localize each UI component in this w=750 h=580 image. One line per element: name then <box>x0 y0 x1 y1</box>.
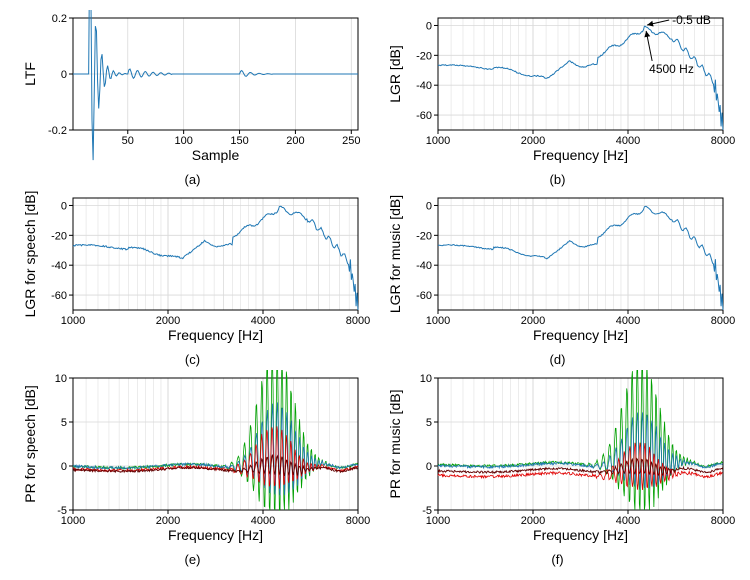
svg-text:-0.5 dB: -0.5 dB <box>672 13 711 27</box>
svg-text:-60: -60 <box>416 110 432 122</box>
chart-e: 1000200040008000-50510Frequency [Hz]PR f… <box>13 370 373 550</box>
chart-c: 1000 2000 4000 8000 -60 -40 -20 0 Frequency [Hz]… <box>13 190 373 350</box>
sublabel-a: (a) <box>185 172 201 187</box>
svg-text:-20: -20 <box>416 230 432 242</box>
svg-text:2000: 2000 <box>520 515 544 527</box>
svg-text:-5: -5 <box>57 505 67 517</box>
svg-text:5: 5 <box>425 417 431 429</box>
sublabel-e: (e) <box>185 552 201 567</box>
svg-text:2000: 2000 <box>520 315 544 327</box>
svg-text:8000: 8000 <box>710 315 734 327</box>
svg-text:Frequency [Hz]: Frequency [Hz] <box>533 327 628 343</box>
svg-text:0: 0 <box>425 20 431 32</box>
chart-a: 50 100 150 200 250 -0.2 0 0.2 Sample LTF <box>13 10 373 170</box>
svg-text:8000: 8000 <box>710 515 734 527</box>
chart-d: 1000 2000 4000 8000 -60 -40 -20 0 Frequency [Hz]… <box>378 190 738 350</box>
svg-text:-40: -40 <box>416 260 432 272</box>
panel-d: 1000 2000 4000 8000 -60 -40 -20 0 Frequency [Hz]… <box>375 190 740 370</box>
sublabel-d: (d) <box>550 352 566 367</box>
svg-text:250: 250 <box>342 135 360 147</box>
svg-text:-60: -60 <box>51 290 67 302</box>
svg-text:1000: 1000 <box>425 135 449 147</box>
svg-text:8000: 8000 <box>345 515 369 527</box>
svg-text:2000: 2000 <box>520 135 544 147</box>
svg-text:0: 0 <box>425 200 431 212</box>
svg-text:10: 10 <box>419 373 431 385</box>
svg-text:4000: 4000 <box>615 315 639 327</box>
svg-text:0.2: 0.2 <box>51 13 66 25</box>
svg-text:0: 0 <box>60 461 66 473</box>
svg-text:2000: 2000 <box>155 515 179 527</box>
svg-text:Frequency [Hz]: Frequency [Hz] <box>533 147 628 163</box>
panel-f: 1000200040008000-50510Frequency [Hz]PR f… <box>375 370 740 570</box>
svg-text:50: 50 <box>121 135 133 147</box>
svg-text:4500 Hz: 4500 Hz <box>649 62 694 76</box>
svg-text:2000: 2000 <box>155 315 179 327</box>
svg-text:4000: 4000 <box>615 135 639 147</box>
svg-text:0: 0 <box>425 461 431 473</box>
svg-text:-60: -60 <box>416 290 432 302</box>
panel-c: 1000 2000 4000 8000 -60 -40 -20 0 Frequency [Hz]… <box>10 190 375 370</box>
svg-text:Frequency [Hz]: Frequency [Hz] <box>168 527 263 543</box>
svg-text:5: 5 <box>60 417 66 429</box>
svg-text:0: 0 <box>60 69 66 81</box>
svg-text:100: 100 <box>174 135 192 147</box>
svg-text:LGR [dB]: LGR [dB] <box>387 45 403 103</box>
svg-text:-40: -40 <box>51 260 67 272</box>
panel-b: 1000 2000 4000 8000 -60 -40 -20 0 Frequency [Hz]… <box>375 10 740 190</box>
svg-text:-20: -20 <box>51 230 67 242</box>
svg-text:PR for music [dB]: PR for music [dB] <box>387 390 403 499</box>
svg-text:-0.2: -0.2 <box>48 125 67 137</box>
svg-text:4000: 4000 <box>615 515 639 527</box>
svg-text:LGR for music [dB]: LGR for music [dB] <box>387 195 403 313</box>
svg-text:LGR for speech [dB]: LGR for speech [dB] <box>22 191 38 318</box>
svg-text:4000: 4000 <box>250 515 274 527</box>
svg-text:PR for speech [dB]: PR for speech [dB] <box>22 385 38 503</box>
svg-text:8000: 8000 <box>710 135 734 147</box>
svg-text:-20: -20 <box>416 50 432 62</box>
svg-text:8000: 8000 <box>345 315 369 327</box>
sublabel-f: (f) <box>551 552 563 567</box>
svg-text:1000: 1000 <box>425 315 449 327</box>
svg-text:-5: -5 <box>422 505 432 517</box>
sublabel-c: (c) <box>185 352 200 367</box>
svg-text:Sample: Sample <box>191 147 239 163</box>
svg-text:Frequency [Hz]: Frequency [Hz] <box>168 327 263 343</box>
svg-text:1000: 1000 <box>60 315 84 327</box>
sublabel-b: (b) <box>550 172 566 187</box>
chart-b: 1000 2000 4000 8000 -60 -40 -20 0 Frequency [Hz]… <box>378 10 738 170</box>
chart-f: 1000200040008000-50510Frequency [Hz]PR f… <box>378 370 738 550</box>
panel-e: 1000200040008000-50510Frequency [Hz]PR f… <box>10 370 375 570</box>
svg-text:10: 10 <box>54 373 66 385</box>
svg-text:150: 150 <box>230 135 248 147</box>
svg-text:4000: 4000 <box>250 315 274 327</box>
svg-text:200: 200 <box>286 135 304 147</box>
panel-a: 50 100 150 200 250 -0.2 0 0.2 Sample LTF (a) <box>10 10 375 190</box>
svg-text:0: 0 <box>60 200 66 212</box>
svg-text:Frequency [Hz]: Frequency [Hz] <box>533 527 628 543</box>
svg-text:-40: -40 <box>416 80 432 92</box>
svg-text:LTF: LTF <box>22 62 38 86</box>
